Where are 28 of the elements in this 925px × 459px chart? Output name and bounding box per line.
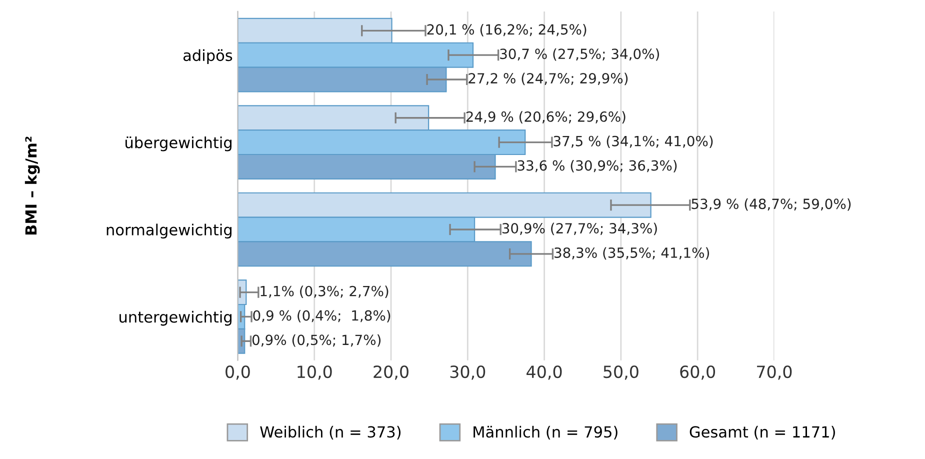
data-label: 38,3% (35,5%; 41,1%) xyxy=(554,247,710,260)
data-label: 0,9 % (0,4%; 1,8%) xyxy=(253,310,390,322)
data-label: 33,6 % (30,9%; 36,3%) xyxy=(518,160,677,172)
y-axis-title: BMI – kg/m² xyxy=(24,136,40,235)
x-tick-label: 60,0 xyxy=(680,365,716,380)
x-tick-label: 0,0 xyxy=(226,365,250,380)
x-tick-label: 30,0 xyxy=(450,365,486,380)
y-tick-label: untergewichtig xyxy=(120,310,232,326)
data-label: 30,9% (27,7%; 34,3%) xyxy=(502,222,657,236)
data-label: 30,7 % (27,5%; 34,0%) xyxy=(500,48,660,61)
legend-label: Männlich (n = 795) xyxy=(474,426,618,440)
legend-label: Weiblich (n = 373) xyxy=(260,426,401,440)
data-label: 37,5 % (34,1%; 41,0%) xyxy=(554,136,713,148)
data-label: 53,9 % (48,7%; 59,0%) xyxy=(692,198,851,211)
data-label: 20,1 % (16,2%; 24,5%) xyxy=(427,24,586,36)
data-label: 0,9% (0,5%; 1,7%) xyxy=(252,334,381,347)
x-tick-label: 50,0 xyxy=(604,365,638,380)
x-tick-label: 20,0 xyxy=(374,365,408,380)
y-tick-label: übergewichtig xyxy=(126,136,232,152)
data-label: 24,9 % (20,6%; 29,6%) xyxy=(466,111,626,124)
y-tick-label: normalgewichtig xyxy=(106,224,232,238)
y-tick-label: adipös xyxy=(183,49,232,64)
data-label: 1,1% (0,3%; 2,7%) xyxy=(260,286,388,298)
x-tick-label: 70,0 xyxy=(757,365,792,380)
x-tick-label: 10,0 xyxy=(298,365,332,380)
x-tick-label: 40,0 xyxy=(526,365,562,380)
legend-label: Gesamt (n = 1171) xyxy=(690,426,835,440)
data-label: 27,2 % (24,7%; 29,9%) xyxy=(468,72,628,86)
